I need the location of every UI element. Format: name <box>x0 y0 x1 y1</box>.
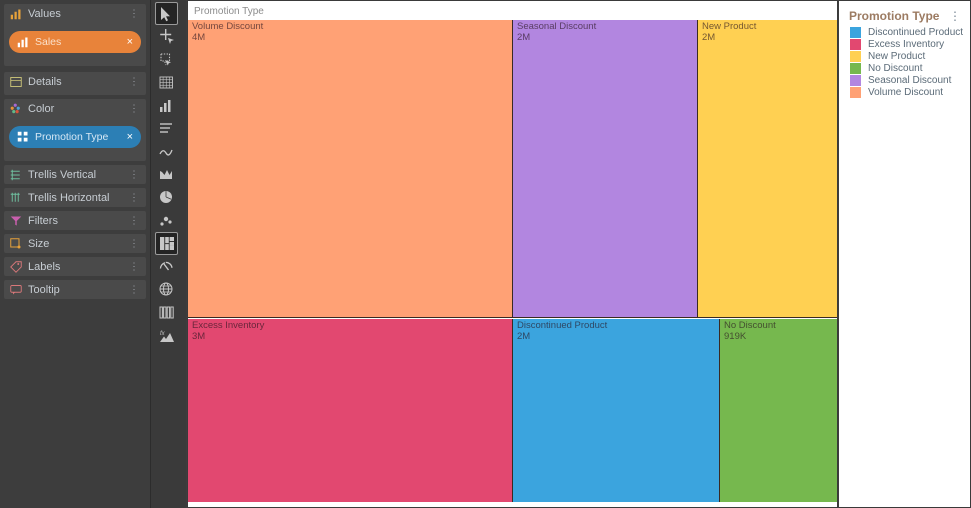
svg-text:fx: fx <box>160 331 166 337</box>
